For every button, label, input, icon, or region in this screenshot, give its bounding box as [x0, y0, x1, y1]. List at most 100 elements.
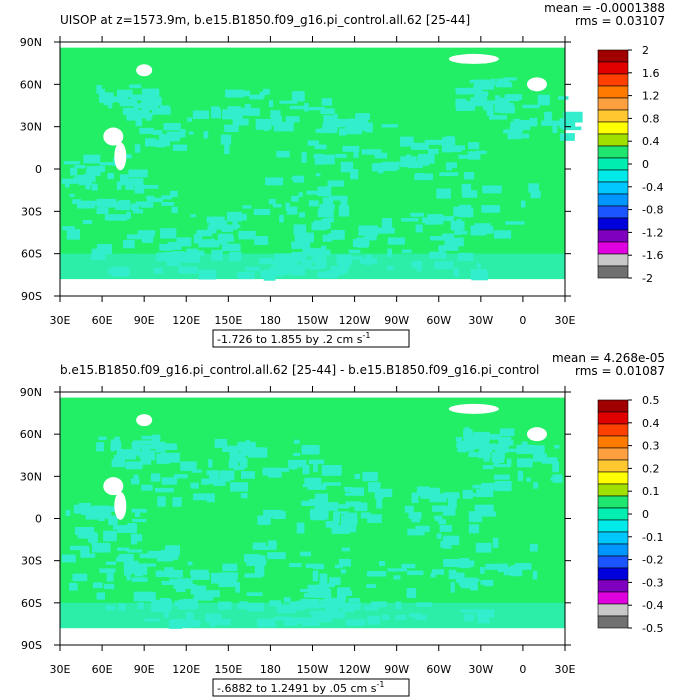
negative-cell: [411, 492, 419, 504]
negative-cell: [289, 465, 298, 470]
negative-cell: [493, 230, 512, 239]
colorbar-swatch: [597, 579, 629, 593]
negative-cell: [322, 482, 342, 486]
negative-cell: [158, 443, 177, 449]
negative-cell: [462, 489, 473, 499]
negative-cell: [335, 119, 346, 123]
negative-cell: [172, 144, 188, 151]
negative-cell: [493, 474, 510, 480]
negative-cell: [219, 470, 235, 481]
y-tick-label: 30N: [20, 121, 42, 134]
x-tick-label: 30E: [50, 314, 71, 327]
colorbar-label: -0.4: [642, 181, 663, 194]
negative-cell: [112, 525, 131, 530]
colorbar-swatch: [597, 61, 629, 75]
negative-cell: [169, 551, 179, 560]
y-tick-label: 90N: [20, 386, 42, 399]
negative-cell: [410, 142, 429, 150]
negative-cell: [249, 94, 264, 100]
negative-cell: [83, 531, 89, 539]
negative-cell: [452, 145, 465, 151]
negative-cell: [182, 598, 193, 606]
colorbar-label: -0.2: [642, 554, 663, 567]
negative-cell: [244, 573, 262, 578]
negative-cell: [175, 588, 186, 592]
negative-cell: [415, 525, 430, 532]
negative-cell: [514, 563, 532, 570]
negative-cell: [232, 218, 238, 230]
negative-cell: [560, 133, 575, 141]
negative-cell: [459, 207, 474, 218]
negative-cell: [123, 565, 131, 576]
negative-cell: [401, 218, 419, 222]
negative-cell: [354, 502, 368, 512]
negative-cell: [458, 443, 467, 453]
negative-cell: [436, 533, 442, 539]
negative-cell: [141, 233, 154, 243]
negative-cell: [187, 117, 193, 122]
negative-cell: [381, 124, 398, 128]
colorbar-label: -0.1: [642, 531, 663, 544]
negative-cell: [468, 89, 483, 95]
negative-cell: [92, 582, 103, 589]
negative-cell: [147, 550, 163, 559]
colorbar-label: 0.2: [642, 462, 660, 475]
negative-cell: [96, 442, 105, 452]
negative-cell: [480, 511, 497, 517]
negative-cell: [226, 573, 238, 579]
x-tick-label: 60E: [92, 663, 113, 676]
negative-cell: [361, 149, 382, 155]
negative-cell: [481, 482, 498, 491]
negative-cell: [168, 569, 183, 578]
colorbar-label: 2: [642, 44, 649, 57]
negative-cell: [336, 593, 347, 602]
negative-cell: [62, 226, 76, 231]
negative-cell: [353, 150, 359, 158]
negative-cell: [259, 91, 266, 97]
negative-cell: [516, 444, 534, 454]
negative-cell: [98, 93, 114, 99]
negative-cell: [482, 100, 501, 104]
negative-cell: [142, 88, 160, 97]
negative-cell: [481, 225, 494, 234]
negative-cell: [480, 438, 490, 449]
negative-cell: [146, 195, 155, 200]
negative-cell: [224, 143, 230, 155]
negative-cell: [133, 209, 144, 214]
colorbar-label: 1.2: [642, 90, 660, 103]
x-tick-label: 30E: [50, 663, 71, 676]
negative-cell: [213, 478, 226, 486]
negative-cell: [348, 598, 360, 603]
negative-cell: [503, 77, 517, 81]
negative-cell: [476, 489, 494, 498]
negative-cell: [180, 129, 186, 138]
negative-cell: [245, 440, 251, 450]
negative-cell: [435, 515, 443, 522]
negative-cell: [302, 464, 310, 475]
negative-cell: [544, 111, 552, 121]
negative-cell: [517, 470, 524, 481]
negative-cell: [286, 206, 298, 215]
negative-cell: [203, 131, 209, 139]
colorbar-swatch: [597, 423, 629, 437]
negative-cell: [132, 518, 147, 523]
colorbar-label: -1.6: [642, 249, 663, 262]
negative-cell: [541, 120, 560, 126]
negative-cell: [499, 428, 515, 437]
negative-cell: [444, 237, 464, 247]
range-box-frame: [212, 329, 410, 348]
negative-cell: [159, 243, 173, 251]
colorbar-label: -0.3: [642, 576, 663, 589]
negative-cell: [77, 529, 85, 539]
negative-cell: [232, 118, 249, 126]
negative-cell: [262, 88, 270, 95]
negative-cell: [455, 98, 467, 108]
negative-cell: [172, 497, 182, 507]
negative-cell: [320, 154, 335, 165]
negative-cell: [70, 167, 78, 176]
colorbar-label: -2: [642, 272, 653, 285]
negative-cell: [217, 236, 235, 242]
negative-cell: [157, 496, 166, 507]
negative-cell: [465, 430, 473, 436]
negative-cell: [136, 444, 156, 450]
